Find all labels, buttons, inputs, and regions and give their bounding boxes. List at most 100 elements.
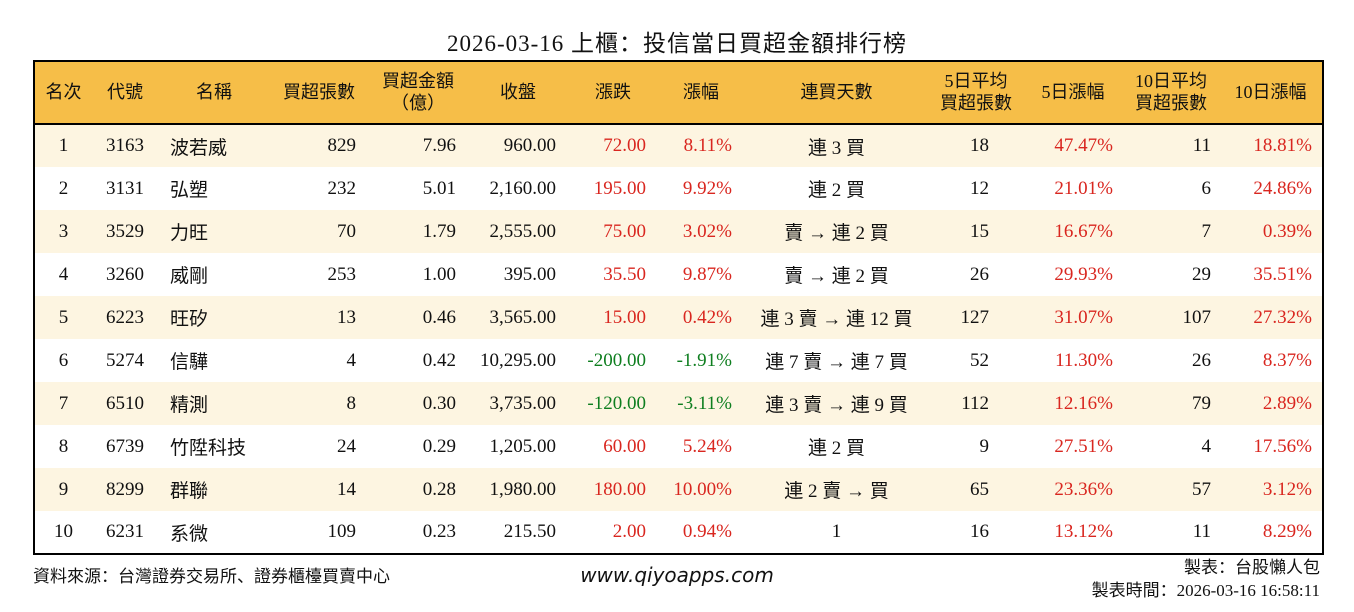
table-row: 3 3529 力旺 70 1.79 2,555.00 75.00 3.02% 賣 → 連 2 買… bbox=[34, 210, 1323, 253]
cell-streak: 連 7 賣 → 連 7 買 bbox=[765, 352, 908, 373]
cell-lots: 70 bbox=[337, 220, 356, 242]
cell-change_pct: 9.92% bbox=[682, 177, 732, 199]
cell-change_pct: 5.24% bbox=[682, 435, 732, 457]
cell-code: 3131 bbox=[106, 177, 144, 199]
cell-code: 5274 bbox=[106, 349, 144, 371]
table-row: 7 6510 精測 8 0.30 3,735.00 -120.00 -3.11% 連 3 賣 →… bbox=[34, 382, 1323, 425]
cell-pct10: 27.32% bbox=[1253, 306, 1312, 328]
cell-rank: 5 bbox=[58, 306, 69, 328]
cell-amount: 0.30 bbox=[422, 392, 456, 414]
column-header-pct5: 5日漲幅 bbox=[1023, 61, 1123, 125]
cell-lots: 14 bbox=[337, 478, 356, 500]
cell-pct5: 12.16% bbox=[1054, 392, 1113, 414]
footer: 資料來源：台灣證券交易所、證券櫃檯買賣中心 www.qiyoapps.com 製… bbox=[0, 555, 1354, 609]
cell-pct5: 27.51% bbox=[1054, 435, 1113, 457]
cell-avg10: 57 bbox=[1192, 478, 1211, 500]
cell-code: 6510 bbox=[106, 392, 144, 414]
cell-pct10: 18.81% bbox=[1253, 135, 1312, 156]
cell-lots: 829 bbox=[327, 135, 357, 156]
cell-streak: 連 3 買 bbox=[807, 137, 865, 159]
column-header-avg10: 10日平均 買超張數 bbox=[1123, 61, 1219, 125]
cell-change: 15.00 bbox=[603, 306, 646, 328]
cell-change: -120.00 bbox=[587, 392, 646, 414]
table-row: 6 5274 信驊 4 0.42 10,295.00 -200.00 -1.91% 連 7 賣 … bbox=[34, 339, 1323, 382]
column-header-change: 漲跌 bbox=[568, 61, 658, 125]
cell-close: 395.00 bbox=[503, 263, 556, 285]
cell-change: 35.50 bbox=[603, 263, 646, 285]
cell-close: 1,205.00 bbox=[489, 435, 557, 457]
cell-amount: 0.42 bbox=[422, 349, 456, 371]
cell-change_pct: 0.42% bbox=[682, 306, 732, 328]
cell-pct5: 21.01% bbox=[1054, 177, 1113, 199]
cell-pct10: 24.86% bbox=[1253, 177, 1312, 199]
cell-pct5: 16.67% bbox=[1054, 220, 1113, 242]
cell-pct10: 0.39% bbox=[1262, 220, 1312, 242]
cell-pct5: 29.93% bbox=[1054, 263, 1113, 285]
cell-change: 60.00 bbox=[603, 435, 646, 457]
cell-change_pct: 0.94% bbox=[682, 521, 732, 542]
cell-code: 3260 bbox=[106, 263, 144, 285]
cell-avg5: 18 bbox=[970, 135, 989, 156]
cell-avg10: 11 bbox=[1192, 135, 1211, 156]
credit-block: 製表：台股懶人包 製表時間：2026-03-16 16:58:11 bbox=[1092, 557, 1320, 603]
cell-streak: 賣 → 連 2 買 bbox=[784, 266, 889, 287]
data-source-text: 資料來源：台灣證券交易所、證券櫃檯買賣中心 bbox=[33, 567, 390, 586]
cell-name: 旺矽 bbox=[170, 309, 209, 330]
cell-pct5: 13.12% bbox=[1054, 521, 1113, 542]
cell-amount: 0.28 bbox=[422, 478, 456, 500]
cell-change_pct: 3.02% bbox=[682, 220, 732, 242]
cell-close: 2,555.00 bbox=[489, 220, 557, 242]
cell-close: 960.00 bbox=[503, 135, 556, 156]
table-row: 2 3131 弘塑 232 5.01 2,160.00 195.00 9.92% 連 2 買 12… bbox=[34, 167, 1323, 210]
cell-code: 3163 bbox=[106, 135, 144, 156]
cell-close: 1,980.00 bbox=[489, 478, 557, 500]
cell-rank: 9 bbox=[58, 478, 69, 500]
cell-avg10: 26 bbox=[1192, 349, 1211, 371]
cell-avg10: 4 bbox=[1201, 435, 1212, 457]
cell-change: 2.00 bbox=[612, 521, 646, 542]
cell-avg10: 11 bbox=[1192, 521, 1211, 542]
cell-lots: 232 bbox=[327, 177, 357, 199]
column-header-change_pct: 漲幅 bbox=[658, 61, 744, 125]
column-header-amount: 買超金額 （億） bbox=[368, 61, 468, 125]
cell-streak: 賣 → 連 2 買 bbox=[784, 223, 889, 244]
cell-pct5: 11.30% bbox=[1055, 349, 1113, 371]
cell-avg5: 26 bbox=[970, 263, 989, 285]
cell-rank: 1 bbox=[58, 135, 69, 156]
column-header-code: 代號 bbox=[92, 61, 158, 125]
cell-rank: 6 bbox=[58, 349, 69, 371]
cell-rank: 4 bbox=[58, 263, 69, 285]
cell-streak: 1 bbox=[831, 521, 842, 542]
column-header-pct10: 10日漲幅 bbox=[1219, 61, 1323, 125]
cell-amount: 1.79 bbox=[422, 220, 456, 242]
cell-amount: 0.23 bbox=[422, 521, 456, 542]
cell-pct10: 3.12% bbox=[1262, 478, 1312, 500]
cell-streak: 連 2 買 bbox=[807, 180, 865, 201]
cell-avg10: 29 bbox=[1192, 263, 1211, 285]
cell-amount: 1.00 bbox=[422, 263, 456, 285]
table-row: 4 3260 威剛 253 1.00 395.00 35.50 9.87% 賣 → 連 2 買 2… bbox=[34, 253, 1323, 296]
table-row: 5 6223 旺矽 13 0.46 3,565.00 15.00 0.42% 連 3 賣 → 連… bbox=[34, 296, 1323, 339]
cell-close: 10,295.00 bbox=[480, 349, 556, 371]
column-header-streak: 連買天數 bbox=[744, 61, 929, 125]
cell-change: 195.00 bbox=[593, 177, 646, 199]
cell-change: 72.00 bbox=[603, 135, 646, 156]
column-header-avg5: 5日平均 買超張數 bbox=[929, 61, 1023, 125]
cell-name: 竹陞科技 bbox=[170, 438, 247, 459]
cell-close: 215.50 bbox=[503, 521, 556, 542]
page-title: 2026-03-16 上櫃：投信當日買超金額排行榜 bbox=[446, 31, 908, 56]
cell-avg5: 9 bbox=[979, 435, 990, 457]
table-row: 10 6231 系微 109 0.23 215.50 2.00 0.94% 1 16 13.12% 1… bbox=[34, 511, 1323, 554]
cell-close: 3,735.00 bbox=[489, 392, 557, 414]
cell-change: 180.00 bbox=[593, 478, 646, 500]
cell-lots: 109 bbox=[327, 521, 357, 542]
cell-avg5: 112 bbox=[961, 392, 989, 414]
cell-streak: 連 3 賣 → 連 12 買 bbox=[760, 309, 913, 330]
cell-lots: 4 bbox=[346, 349, 357, 371]
cell-avg10: 7 bbox=[1201, 220, 1212, 242]
cell-lots: 13 bbox=[337, 306, 356, 328]
cell-change_pct: -1.91% bbox=[676, 349, 732, 371]
cell-close: 3,565.00 bbox=[489, 306, 557, 328]
cell-code: 6223 bbox=[106, 306, 144, 328]
